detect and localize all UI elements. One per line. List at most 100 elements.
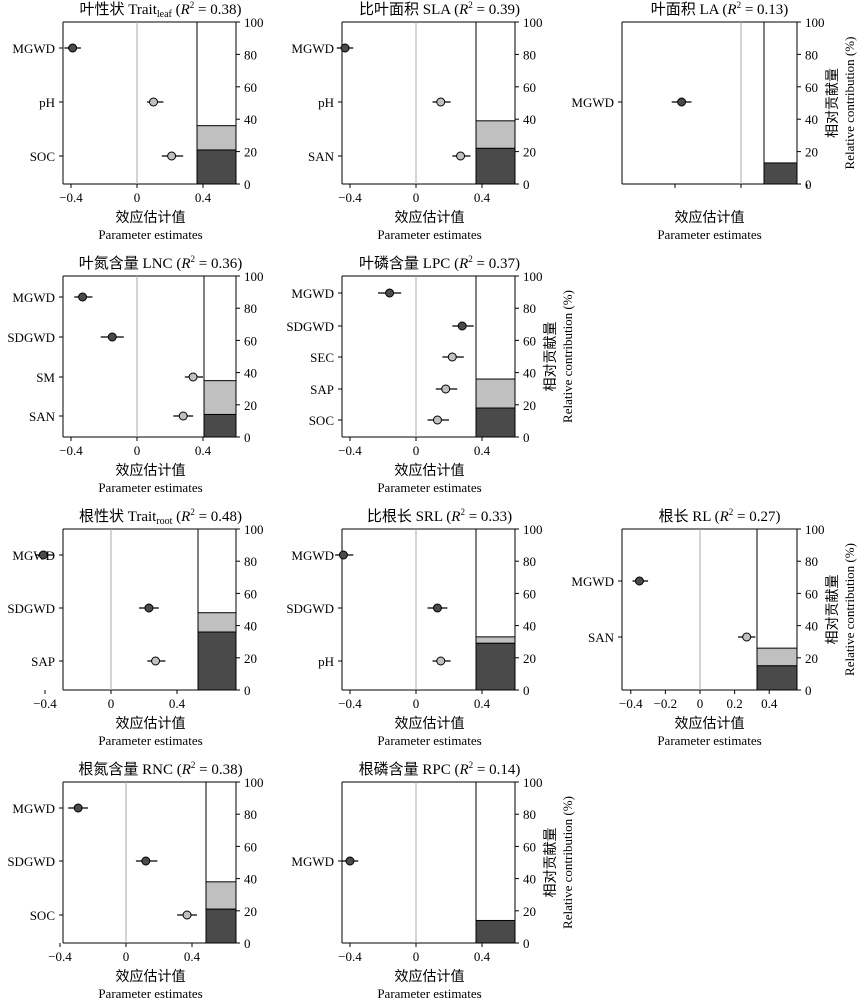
y-tick-label: 80 (523, 807, 536, 822)
x-axis-label-cn: 效应估计值 (116, 209, 186, 226)
panel-title: 叶性状 Traitleaf (R2 = 0.38) (79, 0, 241, 20)
y-tick-label: 0 (805, 683, 812, 698)
row-label: SAP (310, 382, 334, 397)
estimate-point (385, 288, 395, 298)
panel-title: 根氮含量 RNC (R2 = 0.38) (78, 760, 242, 778)
x-axis-label-en: Parameter estimates (98, 480, 202, 495)
contribution-bar-dark (196, 149, 237, 185)
x-tick-label: 0 (108, 696, 115, 711)
x-tick-label: 0.4 (195, 190, 212, 205)
x-tick-label: −0.4 (338, 949, 362, 964)
estimate-point (178, 411, 188, 421)
y-tick-label: 40 (523, 366, 536, 381)
panel-title: 比根长 SRL (R2 = 0.33) (367, 507, 512, 525)
contribution-bar-dark (475, 642, 516, 691)
y-tick-label: 80 (523, 47, 536, 62)
x-axis-label-cn: 效应估计值 (675, 209, 745, 226)
x-tick-label: 0 (413, 696, 420, 711)
y-axis-label-cn: 相对贡献量 (825, 68, 841, 138)
y-tick-label: 40 (244, 619, 257, 634)
x-tick-label: −0.4 (338, 696, 362, 711)
y-tick-label: 100 (523, 269, 543, 284)
x-axis-label-cn: 效应估计值 (116, 715, 186, 732)
y-tick-label: 100 (805, 522, 825, 537)
x-axis-label-cn: 效应估计值 (116, 968, 186, 985)
estimate-point (73, 803, 83, 813)
estimate-point (149, 97, 158, 107)
contribution-bar-dark (475, 407, 516, 438)
y-axis-label-en: Relative contribution (%) (560, 796, 575, 929)
row-label: SOC (309, 413, 334, 428)
x-tick-label: 0 (413, 443, 420, 458)
y-tick-label: 40 (805, 112, 818, 127)
estimate-point (167, 151, 177, 161)
y-tick-label: 20 (805, 145, 818, 160)
x-axis-label-en: Parameter estimates (98, 227, 202, 242)
contribution-bar-light (475, 636, 516, 644)
y-axis-label-en: Relative contribution (%) (842, 37, 857, 170)
y-tick-label: 60 (805, 80, 818, 95)
y-tick-label: 60 (244, 586, 257, 601)
y-axis-label-en: Relative contribution (%) (560, 290, 575, 423)
estimate-point (742, 632, 752, 642)
y-tick-label: 100 (805, 15, 825, 30)
x-tick-label: 0 (413, 190, 420, 205)
row-label: MGWD (12, 41, 55, 56)
x-axis-label-en: Parameter estimates (377, 480, 481, 495)
y-tick-label: 20 (244, 145, 257, 160)
contribution-bar-light (196, 125, 237, 151)
y-tick-label: 40 (523, 112, 536, 127)
row-label: SAN (588, 630, 615, 645)
estimate-point (107, 332, 117, 342)
x-axis-label-en: Parameter estimates (98, 986, 202, 1000)
y-tick-label: 20 (244, 904, 257, 919)
estimate-point (677, 97, 687, 107)
x-tick-label: −0.4 (59, 190, 83, 205)
row-label: MGWD (291, 548, 334, 563)
estimate-point (38, 550, 48, 560)
estimate-point (432, 415, 442, 425)
row-label: pH (318, 95, 334, 110)
y-tick-label: 0 (244, 936, 251, 951)
row-label: SDGWD (7, 601, 55, 616)
row-label: SAP (31, 654, 55, 669)
y-tick-label: 100 (523, 15, 543, 30)
row-label: pH (318, 654, 334, 669)
y-tick-label: 100 (244, 15, 264, 30)
y-tick-label: 80 (523, 554, 536, 569)
x-tick-label: −0.4 (48, 949, 72, 964)
contribution-bar-frame (475, 781, 516, 944)
y-tick-label: 0 (523, 683, 530, 698)
y-tick-label: 60 (805, 586, 818, 601)
y-tick-label: 80 (523, 301, 536, 316)
row-label: pH (39, 95, 55, 110)
y-tick-label: 20 (523, 651, 536, 666)
y-tick-label: 20 (805, 651, 818, 666)
panel-title: 根长 RL (R2 = 0.27) (658, 507, 780, 525)
y-tick-label: 100 (523, 775, 543, 790)
y-tick-label: 80 (805, 554, 818, 569)
row-label: SOC (30, 908, 55, 923)
estimate-point (188, 372, 198, 382)
row-label: MGWD (12, 801, 55, 816)
y-axis-label-cn: 相对贡献量 (543, 322, 559, 392)
y-tick-label: 60 (523, 586, 536, 601)
row-label: MGWD (291, 41, 334, 56)
x-axis-label-cn: 效应估计值 (675, 715, 745, 732)
y-axis-label-cn: 相对贡献量 (825, 575, 841, 645)
estimate-point (144, 603, 154, 613)
x-tick-label: −0.4 (619, 696, 643, 711)
contribution-bar-dark (203, 413, 237, 438)
y-tick-label: 100 (244, 775, 264, 790)
x-tick-label: 0 (413, 949, 420, 964)
contribution-bar-dark (475, 919, 516, 944)
panel-title: 叶氮含量 LNC (R2 = 0.36) (79, 254, 242, 272)
contribution-bar-light (475, 120, 516, 149)
estimate-point (78, 292, 88, 302)
panel-title: 叶磷含量 LPC (R2 = 0.37) (359, 254, 520, 272)
y-tick-label: 0 (523, 430, 530, 445)
x-axis-label-cn: 效应估计值 (395, 968, 465, 985)
estimate-point (68, 43, 78, 53)
x-tick-label: −0.4 (338, 190, 362, 205)
